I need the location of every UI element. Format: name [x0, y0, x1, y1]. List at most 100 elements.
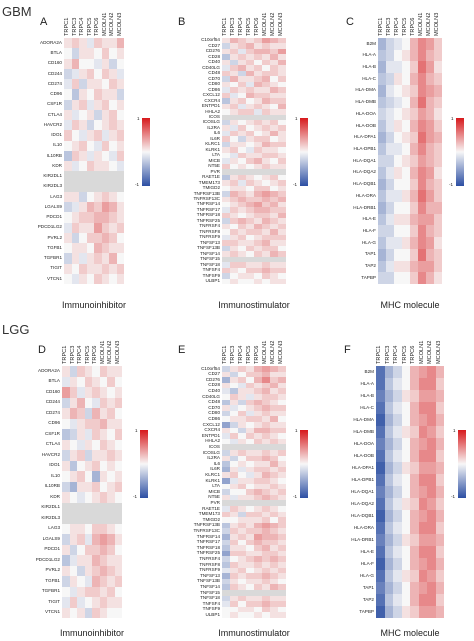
panel-e-cell	[238, 394, 247, 400]
panel-f-cell	[418, 414, 428, 427]
section-label-gbm: GBM	[2, 4, 32, 19]
panel-b-cell	[238, 267, 247, 274]
panel-a-cell	[116, 202, 125, 213]
panel-b-cell	[262, 98, 271, 104]
panel-e-cell	[278, 377, 287, 384]
panel-c-cell	[418, 108, 427, 121]
panel-f-cell	[393, 366, 402, 379]
panel-b-cell	[246, 267, 255, 274]
panel-e-row-label: TNFRSF4	[199, 555, 220, 561]
panel-a-cell	[101, 212, 110, 223]
panel-e-cell	[222, 472, 231, 479]
panel-b-cell	[262, 141, 271, 148]
panel-b-colorbar	[300, 118, 308, 186]
panel-f-cell	[376, 474, 385, 487]
panel-b-cell	[270, 92, 279, 99]
panel-f-cell	[427, 558, 436, 571]
panel-a-cell	[79, 273, 87, 285]
panel-e-cell	[278, 466, 287, 473]
panel-b-col-label: TRPC3	[230, 17, 236, 36]
panel-f-cell	[427, 606, 436, 619]
panel-c-cell	[386, 225, 395, 238]
panel-a-cell	[79, 161, 87, 172]
panel-d-cell	[84, 586, 93, 598]
panel-d-cell	[92, 397, 100, 409]
panel-f-cell	[376, 462, 385, 475]
panel-e-cell	[278, 590, 287, 596]
panel-f-cell	[393, 570, 402, 583]
panel-f-cell	[435, 486, 445, 499]
panel-e-cell	[278, 478, 287, 484]
panel-a-cell	[116, 68, 125, 80]
panel-c-cell	[378, 143, 387, 156]
panel-e-cell	[238, 472, 247, 479]
panel-b-cell	[262, 202, 271, 208]
panel-a-colorbar	[142, 118, 150, 186]
panel-b-cell	[238, 125, 247, 132]
panel-f-row-label: HLA-DQA1	[351, 488, 374, 494]
panel-d-col-label: TRPC5	[84, 345, 91, 364]
panel-e-cell	[254, 410, 263, 417]
panel-b-colorbar-max: 1	[295, 116, 298, 121]
panel-e-cell	[246, 405, 255, 412]
panel-e-cell	[230, 394, 239, 400]
panel-f-col-label: TRPC3	[384, 345, 391, 364]
panel-b-cell	[222, 125, 231, 132]
panel-d-cell	[99, 450, 108, 461]
panel-b-cell	[254, 207, 263, 214]
panel-e-cell	[262, 399, 271, 406]
panel-a-cell	[116, 58, 125, 70]
panel-f-cell	[376, 534, 385, 547]
panel-d-row-label: IDO1	[49, 462, 60, 468]
panel-e-cell	[230, 427, 239, 434]
panel-d-row-label: PDCD1	[44, 546, 60, 552]
panel-f-cell	[435, 582, 445, 595]
panel-b-cell	[246, 81, 255, 88]
panel-a-cell	[94, 120, 102, 131]
panel-b-cell	[222, 212, 231, 219]
panel-c-cell	[434, 178, 443, 191]
panel-c-row-label: HLA-DQB1	[353, 181, 376, 187]
panel-a-cell	[64, 243, 72, 254]
panel-e-cell	[246, 410, 255, 417]
panel-a-letter: A	[40, 16, 48, 28]
panel-c-cell	[434, 225, 443, 238]
panel-b-cell	[262, 169, 271, 175]
panel-a-cell	[109, 263, 117, 275]
panel-e-cell	[238, 399, 247, 406]
panel-c-cell	[410, 131, 419, 144]
panel-b-cell	[278, 180, 287, 186]
panel-d-col-label: TRPC3	[69, 345, 76, 364]
panel-d-cell	[69, 366, 78, 377]
panel-b-cell	[230, 76, 239, 83]
panel-d-cell	[92, 376, 100, 388]
panel-a-cell	[116, 89, 125, 100]
panel-b-cell	[278, 38, 287, 44]
panel-e-row-label: CD48	[208, 399, 220, 405]
panel-b-cell	[246, 207, 255, 214]
panel-d-cell	[114, 397, 123, 409]
panel-c-cell	[434, 155, 443, 168]
panel-b-cell	[246, 59, 255, 66]
panel-b-cell	[230, 218, 239, 225]
panel-b-row-label: TNFRSF9	[199, 234, 220, 240]
panel-e-cell	[230, 584, 239, 591]
panel-f-cell	[427, 402, 436, 415]
panel-e-cell	[222, 534, 231, 540]
panel-e-cell	[230, 522, 239, 529]
panel-d-cell	[107, 576, 115, 587]
panel-c-cell	[410, 155, 419, 168]
panel-d-cell	[69, 492, 78, 503]
panel-b-cell	[222, 223, 231, 230]
panel-e-cell	[222, 478, 231, 484]
panel-e-cell	[254, 567, 263, 574]
panel-a-cell	[94, 202, 102, 213]
panel-e-cell	[270, 539, 279, 546]
panel-d-cell	[92, 418, 100, 430]
panel-a-cell	[94, 232, 102, 244]
panel-b-row-label: CD40LG	[202, 64, 220, 70]
panel-e-cell	[254, 461, 263, 468]
panel-d-cell	[62, 513, 70, 524]
panel-f-cell	[418, 438, 428, 451]
panel-c-cell	[402, 225, 411, 238]
